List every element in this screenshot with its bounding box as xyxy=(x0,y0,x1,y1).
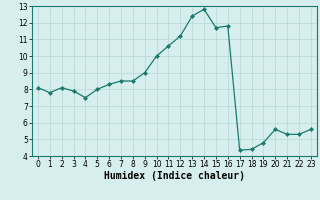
X-axis label: Humidex (Indice chaleur): Humidex (Indice chaleur) xyxy=(104,171,245,181)
